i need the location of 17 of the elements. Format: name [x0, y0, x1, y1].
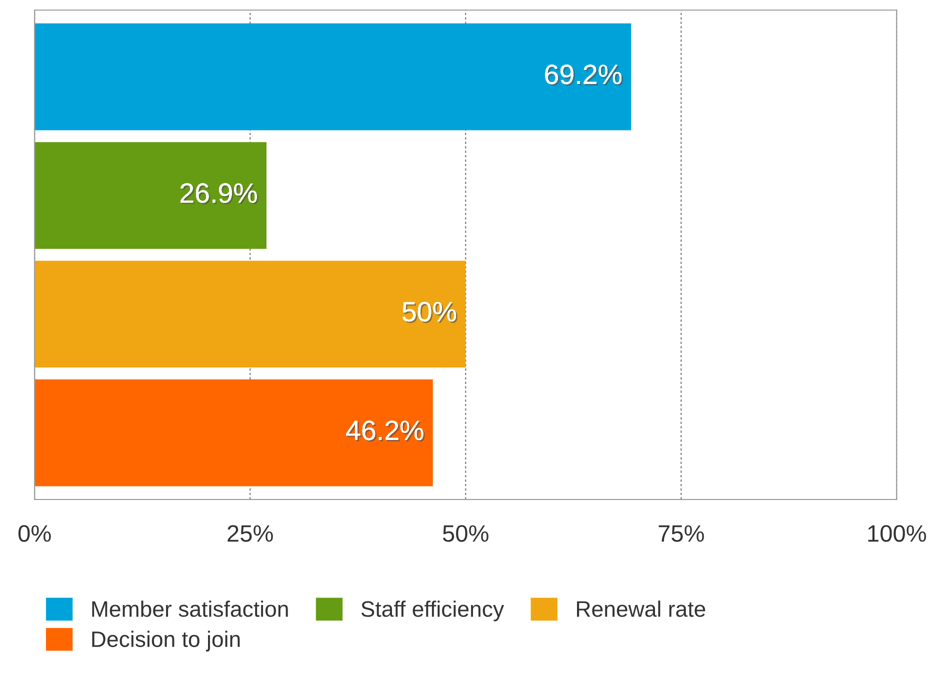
- x-tick-label: 75%: [658, 525, 704, 542]
- legend-label: Staff efficiency: [361, 600, 504, 622]
- data-label: 50%: [402, 302, 458, 323]
- bar: [34, 260, 466, 368]
- bar: [34, 379, 433, 486]
- data-label: 26.9%: [180, 183, 258, 204]
- legend-label: Decision to join: [92, 630, 240, 652]
- data-label: 46.2%: [346, 420, 425, 442]
- x-tick-label: 0%: [18, 525, 51, 542]
- bar: [34, 142, 266, 249]
- data-label: 69.2%: [545, 64, 623, 86]
- x-tick-label: 50%: [442, 525, 488, 542]
- bar: [34, 23, 632, 130]
- legend-label: Member satisfaction: [92, 600, 288, 617]
- x-tick-label: 100%: [868, 525, 926, 542]
- x-tick-label: 25%: [228, 525, 273, 542]
- legend-label: Renewal rate: [577, 600, 706, 617]
